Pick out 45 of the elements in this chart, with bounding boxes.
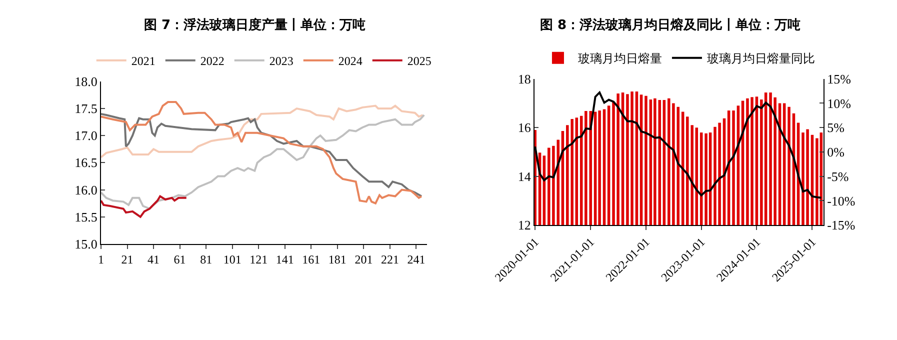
y-tick-label: 15.5 [74, 209, 98, 224]
line-series [100, 104, 424, 158]
y2-tick-label: 0% [827, 144, 845, 160]
y2-tick-label: 15% [827, 71, 852, 86]
y-tick-label: 16.5 [74, 155, 98, 170]
line-series [100, 195, 188, 218]
y-tick-label: 12 [518, 218, 531, 233]
legend-label: 2024 [338, 54, 362, 68]
y-tick-label: 15.0 [74, 236, 98, 252]
y-tick-label: 17.0 [74, 128, 98, 144]
y-tick-label: 14 [518, 168, 532, 184]
x-tick-label: 221 [380, 252, 399, 266]
chart-title: 图 8：浮法玻璃月均日熔及同比丨单位：万吨 [540, 17, 801, 33]
legend-label: 玻璃月均日熔量同比 [706, 52, 815, 66]
x-tick-label: 161 [302, 252, 320, 266]
x-tick-label: 21 [121, 252, 134, 266]
x-tick-label: 41 [148, 252, 160, 266]
y-tick-label: 16 [518, 120, 532, 136]
line-series [100, 112, 422, 198]
legend-label: 2025 [407, 54, 432, 68]
y-tick-label: 18 [518, 71, 531, 86]
y-tick-label: 16.0 [74, 182, 98, 198]
line-series [100, 101, 422, 204]
x-tick-label: 81 [200, 252, 212, 266]
line-series [100, 114, 426, 210]
x-tick-label: 241 [407, 252, 426, 266]
y-tick-label: 17.5 [74, 101, 98, 116]
legend-label: 2021 [131, 54, 156, 68]
y2-tick-label: -15% [827, 218, 856, 233]
x-tick-label: 1 [98, 252, 104, 266]
y2-tick-label: -5% [827, 168, 849, 184]
x-tick-label: 61 [174, 252, 186, 266]
legend-label: 玻璃月均日熔量 [578, 52, 662, 66]
legend-label: 2022 [200, 54, 224, 68]
chart-title: 图 7：浮法玻璃日度产量丨单位：万吨 [144, 17, 366, 33]
y-tick-label: 18.0 [74, 74, 98, 89]
x-tick-label: 201 [354, 252, 373, 266]
x-tick-label: 121 [250, 252, 268, 266]
x-tick-label: 141 [276, 252, 294, 266]
x-tick-label: 101 [223, 252, 242, 266]
y2-tick-label: 10% [827, 96, 852, 111]
y2-tick-label: 5% [827, 120, 845, 136]
y2-tick-label: -10% [827, 193, 856, 208]
x-tick-label: 181 [328, 252, 346, 266]
legend-label: 2023 [269, 54, 294, 68]
